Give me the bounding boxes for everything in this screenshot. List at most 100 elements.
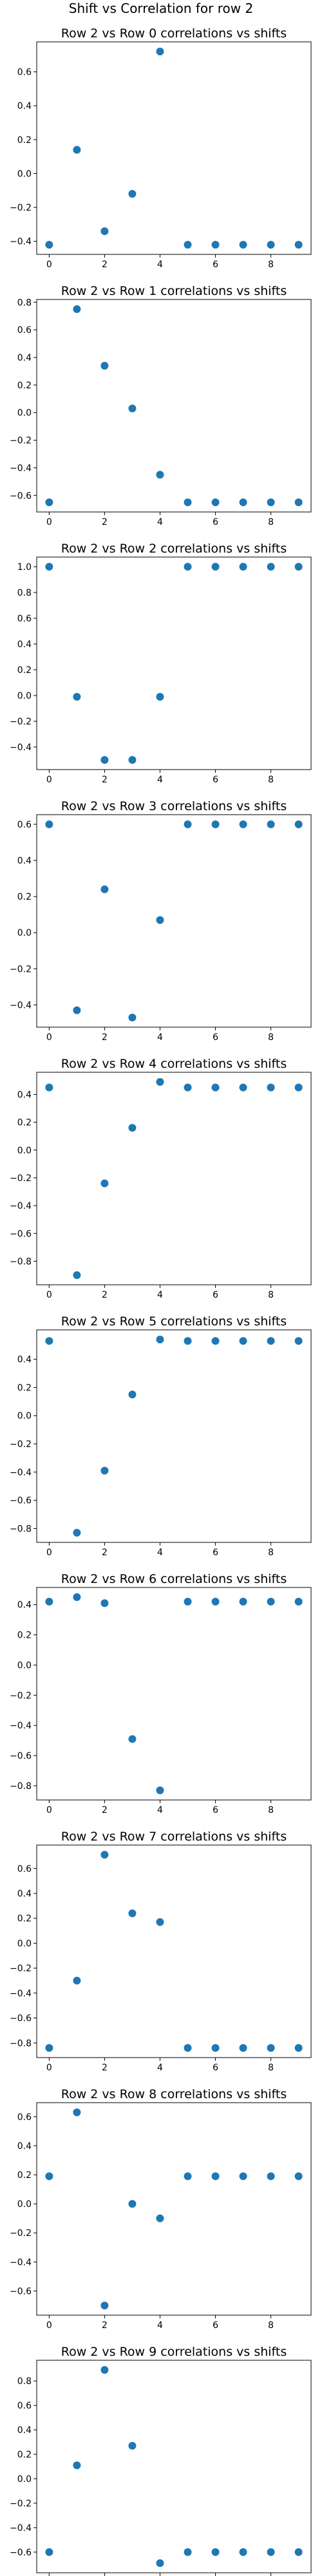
y-tick-label: −0.4 — [10, 237, 32, 247]
data-point — [294, 2044, 303, 2052]
y-tick-label: 0.2 — [17, 1914, 32, 1924]
x-tick-label: 4 — [157, 1548, 163, 1558]
subplot-0: Row 2 vs Row 0 correlations vs shifts 0 2 4… — [10, 26, 312, 270]
plot-frame — [36, 2102, 312, 2316]
data-point — [267, 2548, 275, 2556]
data-point — [267, 241, 275, 249]
data-point — [45, 820, 53, 828]
y-tick-label: 0.4 — [17, 101, 32, 111]
y-tick-label: −0.2 — [10, 1173, 32, 1184]
y-tick-label: −0.6 — [10, 1229, 32, 1239]
y-tick-label: −0.4 — [10, 2523, 32, 2533]
y-tick-label: 0.2 — [17, 135, 32, 146]
plot-frame — [36, 2360, 312, 2573]
data-point — [294, 563, 303, 571]
subplot-8: Row 2 vs Row 8 correlations vs shifts 0 2 4… — [10, 2087, 312, 2331]
data-point — [100, 227, 109, 235]
data-point — [45, 241, 53, 249]
y-tick-label: 0.6 — [17, 325, 32, 336]
x-tick-label: 0 — [46, 1032, 52, 1043]
data-point — [100, 361, 109, 370]
data-point — [239, 820, 247, 828]
data-point — [294, 2548, 303, 2556]
data-point — [73, 2461, 81, 2470]
data-point — [211, 2548, 220, 2556]
x-tick-label: 6 — [213, 2320, 218, 2331]
data-point — [156, 916, 164, 924]
y-tick-label: −0.4 — [10, 1000, 32, 1010]
x-tick-label: 2 — [102, 1032, 108, 1043]
y-tick-label: 0.4 — [17, 353, 32, 363]
y-tick-label: −0.6 — [10, 2286, 32, 2297]
y-tick-label: 0.4 — [17, 856, 32, 866]
data-point — [156, 693, 164, 701]
y-tick-label: −0.4 — [10, 1201, 32, 1211]
x-tick-label: 4 — [157, 1032, 163, 1043]
subplot-title: Row 2 vs Row 8 correlations vs shifts — [61, 2087, 287, 2101]
y-tick-label: −0.2 — [10, 436, 32, 446]
data-point — [211, 1083, 220, 1092]
y-tick-label: 0.0 — [17, 1146, 32, 1156]
plot-frame — [36, 814, 312, 1028]
data-point — [239, 563, 247, 571]
subplot-title: Row 2 vs Row 4 correlations vs shifts — [61, 1057, 287, 1071]
data-point — [45, 2172, 53, 2181]
x-tick-label: 2 — [102, 775, 108, 785]
subplot-7: Row 2 vs Row 7 correlations vs shifts 0 2 4… — [10, 1830, 312, 2073]
data-point — [267, 2172, 275, 2181]
x-tick-label: 4 — [157, 775, 163, 785]
y-tick-label: 0.2 — [17, 2450, 32, 2460]
y-tick-label: −0.2 — [10, 2228, 32, 2239]
data-point — [73, 1976, 81, 1985]
x-tick-label: 6 — [213, 2063, 218, 2073]
data-point — [294, 820, 303, 828]
data-point — [211, 1337, 220, 1345]
data-point — [239, 1598, 247, 1606]
y-tick-label: 0.4 — [17, 2425, 32, 2436]
subplots: Row 2 vs Row 0 correlations vs shifts 0 2 4… — [10, 26, 312, 2576]
x-tick-label: 4 — [157, 2320, 163, 2331]
y-tick-label: −0.6 — [10, 2014, 32, 2024]
y-tick-label: −0.6 — [10, 1751, 32, 1761]
data-point — [211, 2044, 220, 2052]
data-point — [184, 2548, 192, 2556]
y-tick-label: −0.4 — [10, 1721, 32, 1731]
y-tick-label: −0.4 — [10, 743, 32, 753]
subplot-title: Row 2 vs Row 9 correlations vs shifts — [61, 2345, 287, 2359]
y-tick-label: 0.2 — [17, 1118, 32, 1128]
y-tick-label: 0.6 — [17, 1864, 32, 1874]
x-tick-label: 6 — [213, 1032, 218, 1043]
data-point — [100, 1599, 109, 1607]
x-tick-label: 2 — [102, 1805, 108, 1815]
data-point — [294, 498, 303, 506]
y-tick-label: −0.8 — [10, 2038, 32, 2049]
y-tick-label: 0.0 — [17, 1660, 32, 1671]
y-tick-label: −0.4 — [10, 1989, 32, 1999]
x-tick-label: 2 — [102, 2063, 108, 2073]
data-point — [239, 498, 247, 506]
x-tick-label: 6 — [213, 775, 218, 785]
data-point — [184, 1337, 192, 1345]
y-tick-label: −0.6 — [10, 491, 32, 501]
data-point — [267, 2044, 275, 2052]
data-point — [156, 48, 164, 55]
y-tick-label: 0.6 — [17, 820, 32, 830]
data-point — [184, 1598, 192, 1606]
data-point — [211, 820, 220, 828]
data-point — [73, 693, 81, 701]
y-tick-label: −0.2 — [10, 203, 32, 213]
y-tick-label: 0.0 — [17, 169, 32, 179]
data-point — [211, 563, 220, 571]
subplot-title: Row 2 vs Row 3 correlations vs shifts — [61, 799, 287, 813]
figure-title: Shift vs Correlation for row 2 — [69, 1, 253, 16]
subplot-title: Row 2 vs Row 1 correlations vs shifts — [61, 284, 287, 298]
data-point — [128, 404, 137, 413]
data-point — [211, 2172, 220, 2181]
subplot-9: Row 2 vs Row 9 correlations vs shifts024… — [10, 2345, 312, 2576]
x-tick-label: 0 — [46, 1805, 52, 1815]
x-tick-label: 6 — [213, 1290, 218, 1300]
x-tick-label: 8 — [268, 1290, 274, 1300]
data-point — [73, 2108, 81, 2116]
x-tick-label: 4 — [157, 517, 163, 527]
